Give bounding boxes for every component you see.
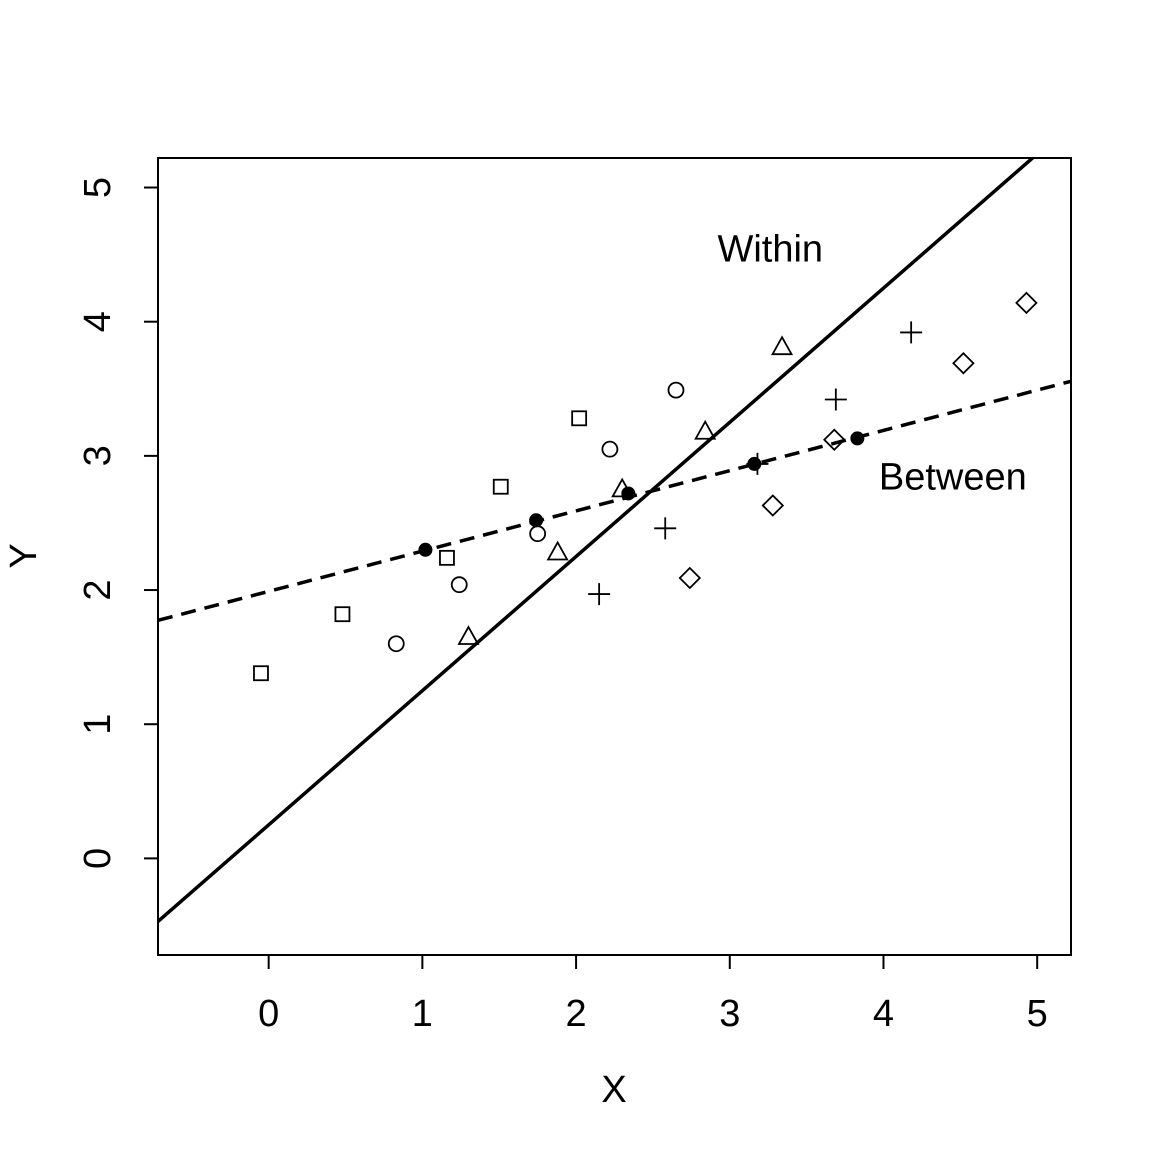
x-tick-label: 1 — [412, 993, 433, 1035]
y-tick-label: 0 — [77, 848, 119, 869]
plus-point — [588, 583, 611, 606]
x-tick-label: 2 — [566, 993, 587, 1035]
diamond-point — [678, 566, 702, 590]
x-tick-label: 0 — [258, 993, 279, 1035]
circle-point — [667, 381, 685, 399]
circle-point — [387, 635, 405, 653]
x-axis: 0 1 2 3 4 5 — [258, 954, 1048, 1035]
square-point — [492, 478, 509, 495]
filled-circle-point — [850, 431, 865, 446]
plot-frame — [157, 157, 1072, 956]
diamond-point — [1015, 291, 1038, 315]
triangle-point — [771, 335, 794, 356]
diamond-point — [761, 494, 785, 517]
x-tick-label: 4 — [873, 993, 894, 1035]
x-tick-label: 5 — [1027, 993, 1048, 1035]
plus-point — [654, 517, 677, 540]
x-tick-label: 3 — [719, 993, 740, 1035]
circle-point — [601, 440, 619, 458]
filled-circle-point — [418, 542, 433, 557]
filled-circle-point — [747, 456, 762, 471]
y-tick-label: 3 — [77, 445, 119, 466]
triangle-point — [546, 540, 569, 561]
triangle-point — [694, 419, 717, 440]
diamond-point — [823, 428, 846, 452]
circle-point — [529, 525, 547, 543]
triangle-point — [457, 625, 480, 645]
annotations: Within Between — [717, 228, 1026, 498]
square-point — [334, 606, 351, 623]
fit-lines — [158, 158, 1071, 923]
plus-point — [900, 321, 923, 344]
y-tick-label: 2 — [77, 579, 119, 600]
y-tick-label: 4 — [77, 311, 119, 332]
y-axis: 0 1 2 3 4 5 — [77, 177, 159, 869]
y-axis-title: Y — [3, 543, 45, 568]
filled-circle-point — [529, 513, 544, 528]
between-line — [158, 379, 1071, 623]
y-tick-label: 5 — [77, 177, 119, 198]
plus-point — [824, 388, 847, 411]
within-line — [158, 158, 1036, 923]
data-points — [253, 291, 1038, 682]
annotation-within: Within — [717, 228, 823, 270]
x-axis-title: X — [601, 1069, 626, 1111]
square-point — [571, 410, 588, 427]
annotation-between: Between — [879, 456, 1027, 498]
diamond-point — [952, 352, 975, 375]
filled-circle-point — [621, 486, 636, 501]
square-point — [253, 665, 269, 682]
square-point — [439, 549, 455, 566]
circle-point — [450, 576, 468, 594]
y-tick-label: 1 — [77, 714, 119, 735]
